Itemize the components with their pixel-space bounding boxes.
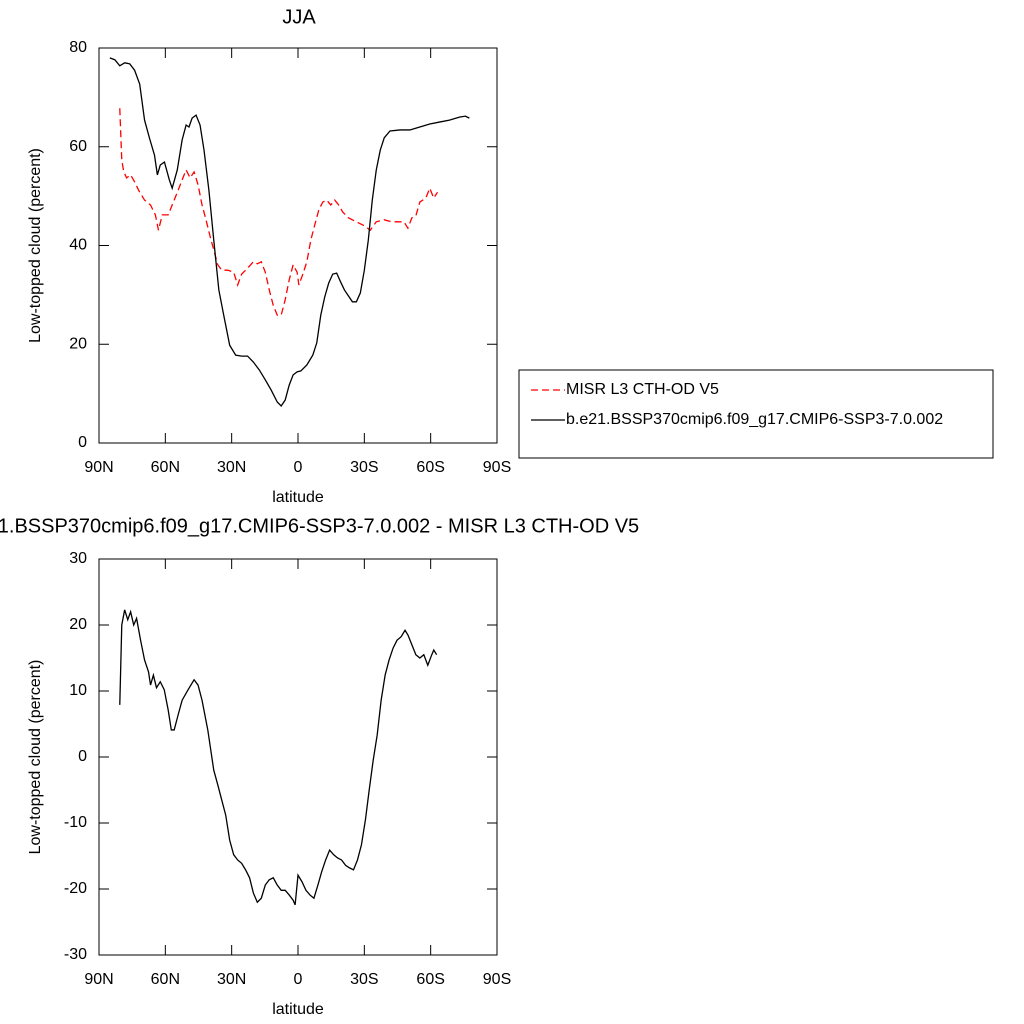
legend-box — [518, 369, 994, 459]
x-tick-label: 60N — [151, 971, 180, 988]
y-tick-label: 0 — [78, 748, 87, 765]
legend-label: b.e21.BSSP370cmip6.f09_g17.CMIP6-SSP3-7.… — [566, 411, 943, 428]
y-tick-label: -20 — [64, 880, 87, 897]
x-axis-label: latitude — [272, 489, 324, 506]
x-tick-label: 30S — [350, 971, 378, 988]
chart-title: b.e21.BSSP370cmip6.f09_g17.CMIP6-SSP3-7.… — [0, 515, 639, 537]
x-tick-label: 0 — [294, 971, 303, 988]
y-axis-label: Low-topped cloud (percent) — [27, 660, 44, 855]
plot-frame — [98, 47, 498, 444]
y-tick-label: -30 — [64, 946, 87, 963]
y-tick-label: 40 — [69, 237, 87, 254]
x-tick-label: 90S — [483, 971, 511, 988]
y-tick-label: 30 — [69, 550, 87, 567]
y-tick-label: -10 — [64, 814, 87, 831]
data-line — [109, 57, 470, 407]
x-axis-label: latitude — [272, 1001, 324, 1018]
y-tick-label: 10 — [69, 682, 87, 699]
x-tick-label: 90S — [483, 459, 511, 476]
y-tick-label: 20 — [69, 616, 87, 633]
chart-title: JJA — [282, 6, 316, 28]
x-tick-label: 60S — [416, 459, 444, 476]
x-tick-label: 30N — [217, 459, 246, 476]
plot-frame — [98, 558, 498, 956]
data-line — [119, 108, 439, 316]
data-line — [119, 609, 438, 906]
legend-label: MISR L3 CTH-OD V5 — [566, 381, 719, 398]
x-tick-label: 30S — [350, 459, 378, 476]
x-tick-label: 30N — [217, 971, 246, 988]
y-tick-label: 0 — [78, 434, 87, 451]
x-tick-label: 60S — [416, 971, 444, 988]
x-tick-label: 60N — [151, 459, 180, 476]
y-tick-label: 60 — [69, 138, 87, 155]
y-tick-label: 80 — [69, 39, 87, 56]
y-axis-label: Low-topped cloud (percent) — [27, 148, 44, 343]
x-tick-label: 0 — [294, 459, 303, 476]
y-tick-label: 20 — [69, 335, 87, 352]
x-tick-label: 90N — [84, 971, 113, 988]
x-tick-label: 90N — [84, 459, 113, 476]
